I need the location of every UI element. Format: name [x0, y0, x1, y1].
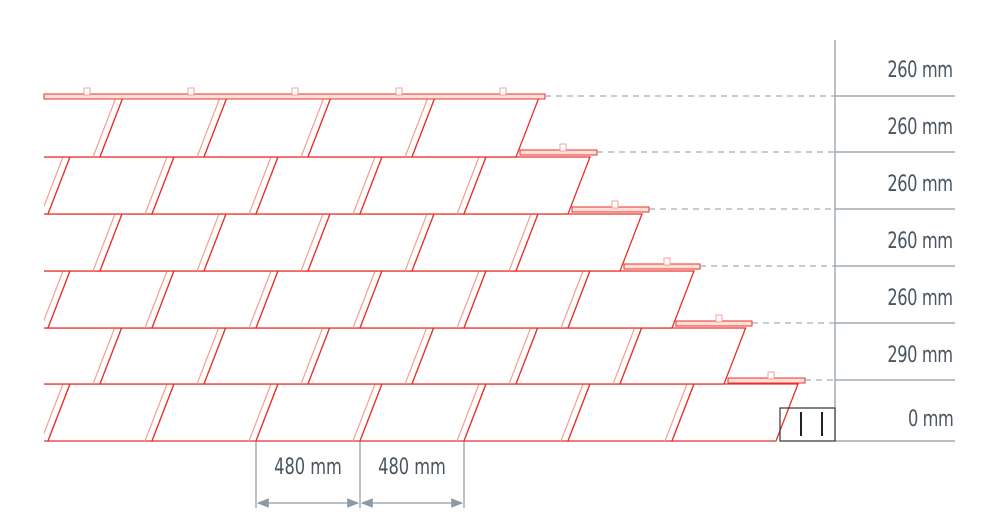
tile-overlap-line: [44, 383, 64, 435]
tile-hook: [559, 143, 567, 152]
tile-overlap-line: [404, 213, 428, 272]
tile-overlap-line: [44, 156, 64, 208]
tile-overlap-line: [44, 270, 64, 322]
vertical-dimension-label: 260 mm: [887, 229, 954, 254]
roof-tile: [567, 270, 695, 329]
tile-overlap-line: [352, 156, 376, 215]
tile-hook: [611, 200, 619, 209]
tile-overlap-line: [560, 383, 584, 442]
ridge-batten: [623, 263, 701, 270]
tile-hook: [395, 87, 403, 96]
tile-overlap-line: [456, 156, 480, 215]
tile-overlap-line: [560, 270, 584, 329]
tile-overlap-line: [352, 383, 376, 442]
horizontal-dimension-label: 480 mm: [274, 455, 342, 480]
vertical-dimension-label: 260 mm: [887, 172, 954, 197]
tile-overlap-line: [92, 327, 116, 385]
ridge-batten: [727, 377, 806, 384]
eaves-board: [779, 407, 836, 442]
tile-overlap-line: [92, 213, 116, 272]
tile-hook: [187, 87, 195, 96]
roof-tile: [411, 96, 541, 158]
tile-overlap-line: [404, 327, 428, 385]
tile-hook: [499, 87, 507, 96]
tile-overlap-line: [352, 270, 376, 329]
tile-hook: [83, 87, 91, 96]
roof-tile: [463, 156, 591, 215]
vertical-dimension-label: 290 mm: [887, 343, 954, 368]
tile-hook: [715, 314, 723, 323]
tile-hook: [663, 257, 671, 266]
tile-overlap-line: [196, 327, 220, 385]
tile-overlap-line: [508, 213, 532, 272]
tile-overlap-line: [0, 214, 11, 271]
vertical-dimension-label: 260 mm: [887, 115, 954, 140]
roof-tile: [515, 213, 643, 272]
tile-overlap-line: [196, 213, 220, 272]
ridge-batten: [571, 206, 650, 213]
tile-hook: [767, 371, 775, 380]
tile-field: [0, 96, 799, 442]
tile-overlap-line: [144, 156, 168, 215]
tile-overlap-line: [248, 383, 272, 442]
vertical-dimension-label: 0 mm: [907, 407, 954, 432]
vertical-dimension-label: 260 mm: [887, 58, 954, 83]
tile-overlap-line: [0, 328, 11, 384]
tile-overlap-line: [196, 96, 221, 158]
tile-overlap-line: [612, 327, 636, 385]
tile-overlap-line: [456, 383, 480, 442]
tile-overlap-line: [456, 270, 480, 329]
tile-overlap-line: [404, 96, 429, 158]
tile-overlap-line: [508, 327, 532, 385]
roof-tile: [619, 327, 747, 385]
tile-overlap-line: [0, 97, 12, 157]
tile-overlap-line: [300, 327, 324, 385]
tile-overlap-line: [92, 96, 117, 158]
tile-overlap-line: [300, 96, 325, 158]
tile-overlap-line: [248, 156, 272, 215]
vertical-dimension-label: 260 mm: [887, 286, 954, 311]
tile-overlap-line: [300, 213, 324, 272]
tile-overlap-line: [144, 383, 168, 442]
roof-tile: [671, 383, 799, 442]
tile-hook: [291, 87, 299, 96]
ridge-batten: [675, 320, 753, 327]
tile-overlap-line: [248, 270, 272, 329]
horizontal-dimension-label: 480 mm: [378, 455, 446, 480]
tile-overlap-line: [144, 270, 168, 329]
ridge-batten: [519, 149, 598, 156]
tile-overlap-line: [664, 383, 688, 442]
